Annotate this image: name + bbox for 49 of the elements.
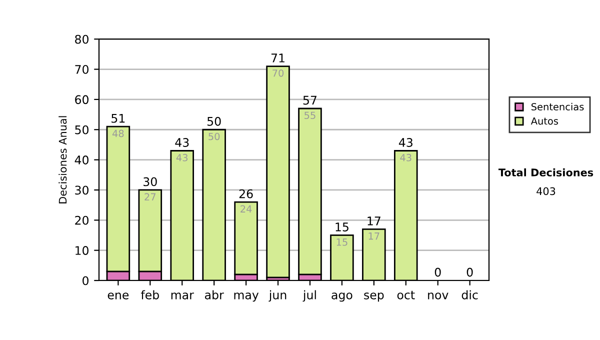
x-tick-label: ene [108, 292, 129, 300]
y-axis-title: Decisiones Anual [58, 116, 67, 204]
total-label: 51 [112, 114, 125, 123]
y-tick-label: 10 [76, 246, 88, 255]
data-label: 15 [336, 238, 348, 246]
total-label: 0 [434, 268, 441, 277]
y-tick-label: 20 [75, 216, 88, 225]
x-tick-label: dic [462, 290, 478, 300]
total-label: 43 [398, 138, 412, 147]
y-tick-label: 70 [75, 65, 88, 74]
y-tick-label: 50 [75, 125, 88, 134]
x-tick-label: abr [205, 290, 224, 300]
total-label: 17 [368, 216, 380, 226]
total-label: 71 [271, 54, 284, 62]
x-tick-label: mar [171, 292, 194, 300]
total-label: 26 [239, 189, 253, 198]
total-label: 0 [466, 268, 473, 277]
data-label: 70 [272, 69, 284, 77]
data-label: 50 [208, 132, 220, 140]
y-tick-label: 80 [75, 34, 88, 44]
y-tick-label: 0 [82, 276, 88, 286]
total-label: 50 [207, 116, 221, 126]
legend-label: Sentencias [531, 102, 584, 110]
data-label: 17 [368, 232, 380, 240]
y-tick-label: 40 [74, 156, 88, 164]
data-label: 43 [400, 154, 412, 162]
x-tick-label: ago [332, 292, 352, 302]
total-label: 15 [336, 222, 348, 232]
data-label: 27 [144, 193, 156, 200]
y-tick-label: 60 [75, 95, 88, 104]
x-tick-label: jun [268, 290, 286, 302]
data-label: 55 [304, 112, 316, 120]
data-label: 24 [240, 205, 252, 212]
text: 403 [536, 187, 556, 196]
x-tick-label: nov [428, 292, 448, 300]
x-tick-label: may [234, 292, 259, 302]
data-label: 48 [112, 130, 124, 138]
y-tick-label: 30 [75, 186, 88, 195]
total-label: 57 [303, 96, 316, 105]
text: Total Decisiones [498, 168, 594, 176]
total-label: 30 [144, 177, 157, 186]
total-label: 43 [175, 138, 189, 147]
data-label: 43 [176, 154, 188, 162]
x-tick-label: sep [364, 292, 384, 302]
x-tick-label: jul [302, 290, 316, 302]
bar [266, 66, 290, 278]
x-tick-label: feb [140, 290, 159, 300]
legend-label: Autos [530, 117, 558, 125]
x-tick-label: oct [397, 290, 415, 300]
